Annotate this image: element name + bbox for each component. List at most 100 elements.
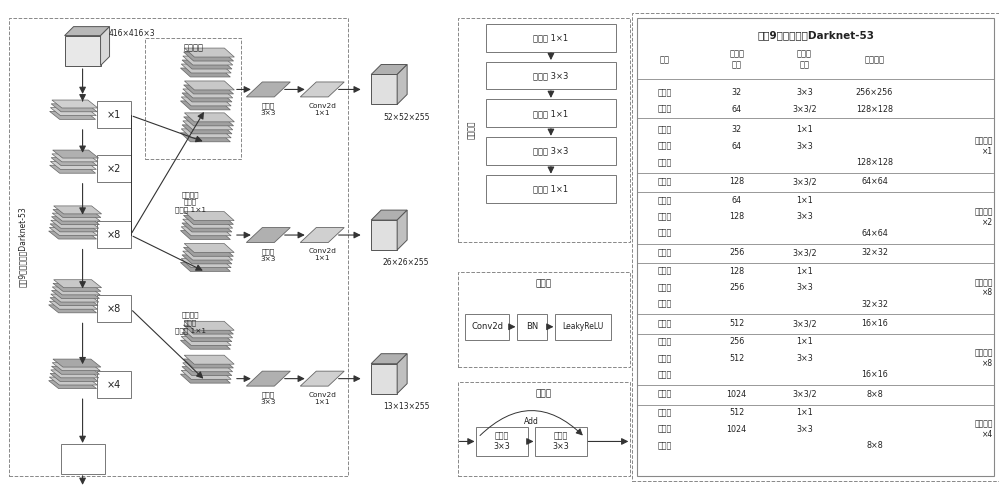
Bar — [486, 137, 616, 165]
Text: 卷积块: 卷积块 — [658, 212, 672, 221]
Text: 1×1: 1×1 — [796, 125, 813, 134]
Polygon shape — [50, 111, 96, 119]
Polygon shape — [49, 231, 97, 239]
Polygon shape — [52, 100, 98, 108]
Text: 256: 256 — [729, 248, 744, 257]
Text: 512: 512 — [729, 354, 744, 363]
Text: 128×128: 128×128 — [856, 105, 893, 114]
Text: 类型: 类型 — [660, 55, 670, 64]
Polygon shape — [180, 231, 230, 240]
Polygon shape — [184, 113, 234, 122]
Bar — [458, 18, 630, 242]
Text: 3×3: 3×3 — [796, 212, 813, 221]
Bar — [476, 426, 528, 456]
Polygon shape — [49, 301, 97, 309]
Text: 卷积块
3×3: 卷积块 3×3 — [261, 248, 276, 262]
Polygon shape — [53, 210, 101, 218]
Polygon shape — [181, 129, 231, 138]
Text: 残差单元
×2: 残差单元 ×2 — [975, 207, 993, 227]
Polygon shape — [371, 75, 397, 104]
Text: 卷积块 1×1: 卷积块 1×1 — [533, 109, 568, 118]
Text: 卷积块 1×1: 卷积块 1×1 — [533, 33, 568, 42]
Bar — [97, 155, 131, 182]
Text: 3×3/2: 3×3/2 — [792, 319, 817, 328]
Polygon shape — [52, 290, 99, 299]
Polygon shape — [183, 215, 233, 224]
Polygon shape — [181, 370, 231, 379]
Text: 滤波器
数量: 滤波器 数量 — [729, 50, 744, 69]
Polygon shape — [52, 363, 100, 371]
Text: 残差单元
×8: 残差单元 ×8 — [975, 278, 993, 297]
Text: 卷积块
3×3: 卷积块 3×3 — [261, 102, 276, 116]
Text: 3×3: 3×3 — [796, 142, 813, 151]
Text: 52×52×255: 52×52×255 — [383, 113, 429, 122]
Polygon shape — [49, 228, 97, 236]
Bar — [639, 120, 992, 172]
Polygon shape — [183, 121, 233, 130]
Text: 64×64: 64×64 — [861, 229, 888, 238]
Polygon shape — [183, 251, 233, 260]
Text: 512: 512 — [729, 409, 744, 417]
Text: 卷积块: 卷积块 — [658, 142, 672, 151]
Text: 32: 32 — [732, 88, 742, 97]
Polygon shape — [52, 287, 100, 295]
Polygon shape — [371, 364, 397, 394]
Polygon shape — [50, 165, 96, 173]
Text: 128: 128 — [729, 177, 744, 186]
Text: BN: BN — [526, 322, 538, 331]
Polygon shape — [182, 60, 232, 69]
Bar — [486, 62, 616, 89]
Text: 卷积块
3×3: 卷积块 3×3 — [261, 392, 276, 406]
Polygon shape — [184, 212, 234, 221]
Text: 512: 512 — [729, 319, 744, 328]
Polygon shape — [300, 228, 344, 243]
Polygon shape — [51, 220, 99, 228]
Bar — [458, 272, 630, 367]
Text: Add: Add — [524, 417, 539, 426]
Text: 3×3: 3×3 — [796, 283, 813, 292]
Polygon shape — [54, 206, 102, 214]
Polygon shape — [180, 68, 230, 77]
Polygon shape — [54, 280, 102, 288]
Polygon shape — [181, 64, 231, 73]
Polygon shape — [181, 258, 231, 268]
Text: 32×32: 32×32 — [861, 248, 888, 257]
Polygon shape — [50, 373, 98, 381]
Polygon shape — [397, 210, 407, 250]
Polygon shape — [51, 104, 97, 112]
Text: 卷积块
3×3: 卷积块 3×3 — [553, 432, 569, 451]
Polygon shape — [183, 248, 233, 256]
Text: 残差块: 残差块 — [658, 229, 672, 238]
Text: 输出大小: 输出大小 — [864, 55, 884, 64]
Text: 卷积块: 卷积块 — [658, 88, 672, 97]
Polygon shape — [53, 359, 101, 367]
Text: 128: 128 — [729, 267, 744, 276]
Polygon shape — [65, 36, 101, 66]
Polygon shape — [182, 93, 232, 102]
Polygon shape — [180, 374, 230, 383]
Polygon shape — [52, 217, 99, 225]
Text: 卷积块: 卷积块 — [658, 125, 672, 134]
Text: 残差块: 残差块 — [536, 389, 552, 398]
Polygon shape — [50, 162, 96, 169]
Text: Conv2d
1×1: Conv2d 1×1 — [308, 248, 336, 261]
Polygon shape — [51, 158, 97, 166]
Text: 1024: 1024 — [727, 425, 747, 434]
Bar — [632, 12, 999, 482]
Polygon shape — [371, 65, 407, 75]
Polygon shape — [300, 82, 344, 97]
Polygon shape — [52, 154, 98, 162]
Text: ×2: ×2 — [106, 164, 121, 174]
Text: 卷积块 3×3: 卷积块 3×3 — [533, 71, 569, 80]
Text: 残差单元
×1: 残差单元 ×1 — [975, 136, 993, 156]
Text: 卷积块: 卷积块 — [658, 390, 672, 399]
Bar — [486, 24, 616, 52]
Polygon shape — [184, 48, 234, 57]
Polygon shape — [52, 213, 100, 221]
Text: 卷积块: 卷积块 — [658, 337, 672, 346]
Polygon shape — [101, 27, 110, 66]
Text: 残差单元
×4: 残差单元 ×4 — [975, 419, 993, 439]
Text: 8×8: 8×8 — [866, 441, 883, 450]
Text: 卷积块: 卷积块 — [658, 425, 672, 434]
Text: 3×3: 3×3 — [796, 88, 813, 97]
